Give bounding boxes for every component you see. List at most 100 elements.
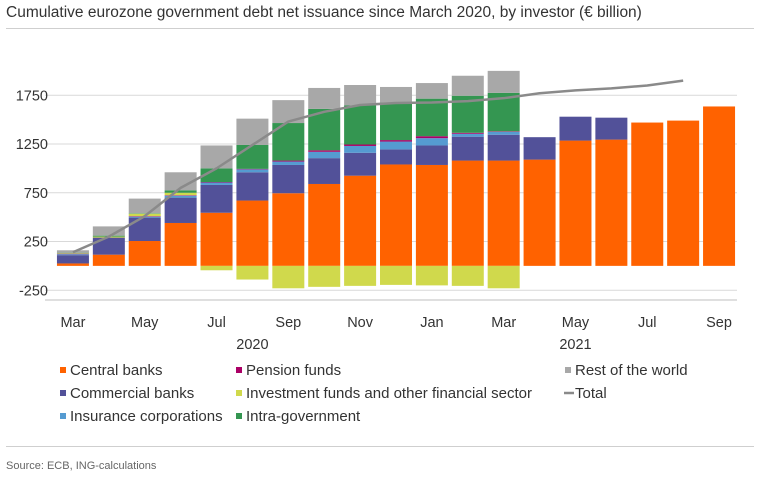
legend: Central banks Pension funds Rest of the wo…	[60, 362, 688, 425]
legend-label-commercial-banks: Commercial banks	[70, 385, 194, 402]
legend-marker-rest-of-the-world	[565, 367, 571, 373]
bar-rest-of-the-world	[344, 85, 377, 106]
bar-pension-funds	[487, 131, 520, 132]
bar-pension-funds	[200, 182, 233, 183]
source-note: Source: ECB, ING-calculations	[6, 460, 157, 472]
bar-central-banks	[595, 139, 628, 266]
bar-investment-funds-and-other-financial-sector	[415, 265, 448, 286]
bar-central-banks	[92, 254, 125, 266]
bar-central-banks	[272, 193, 305, 266]
y-axis: 1750 1250 750 250 -250	[16, 88, 48, 299]
legend-label-central-banks: Central banks	[70, 362, 163, 379]
bar-intra-government	[56, 252, 89, 254]
bar-rest-of-the-world	[92, 226, 125, 236]
bar-intra-government	[344, 105, 377, 145]
legend-label-total: Total	[575, 385, 607, 402]
x-tick-label: Jul	[207, 315, 226, 331]
x-tick-label: Mar	[491, 315, 516, 331]
bar-pension-funds	[56, 253, 89, 255]
bar-investment-funds-and-other-financial-sector	[487, 265, 520, 289]
bar-commercial-banks	[92, 237, 125, 255]
x-tick-label: Nov	[347, 315, 374, 331]
bar-commercial-banks	[308, 158, 341, 184]
x-tick-label: Sep	[275, 315, 301, 331]
bar-pension-funds	[415, 136, 448, 139]
bar-insurance-corporations	[451, 133, 484, 137]
bar-insurance-corporations	[56, 254, 89, 256]
bar-investment-funds-and-other-financial-sector	[308, 265, 341, 287]
legend-label-insurance-corporations: Insurance corporations	[70, 408, 223, 425]
legend-marker-insurance-corporations	[60, 413, 66, 419]
bar-insurance-corporations	[236, 169, 269, 173]
legend-marker-pension-funds	[236, 367, 242, 373]
x-year-label: 2020	[236, 337, 268, 353]
bar-commercial-banks	[487, 134, 520, 161]
bar-investment-funds-and-other-financial-sector	[164, 192, 197, 196]
bar-investment-funds-and-other-financial-sector	[236, 265, 269, 280]
legend-marker-commercial-banks	[60, 390, 66, 396]
bar-central-banks	[236, 200, 269, 266]
title-divider	[6, 28, 754, 29]
bar-commercial-banks	[380, 149, 412, 165]
x-axis: Mar May Jul Sep Nov Jan Mar May Jul Sep 2020 2021	[45, 299, 737, 353]
bar-commercial-banks	[451, 136, 484, 161]
bar-commercial-banks	[523, 137, 556, 160]
bar-commercial-banks	[595, 117, 628, 140]
bar-insurance-corporations	[380, 141, 412, 150]
bar-commercial-banks	[164, 197, 197, 223]
bar-pension-funds	[236, 168, 269, 170]
bar-intra-government	[236, 144, 269, 169]
bar-central-banks	[631, 122, 664, 266]
y-tick-label: 250	[24, 235, 48, 251]
bar-rest-of-the-world	[236, 118, 269, 145]
bar-central-banks	[487, 160, 520, 266]
bar-central-banks	[344, 175, 377, 266]
bar-intra-government	[380, 102, 412, 141]
bar-investment-funds-and-other-financial-sector	[272, 265, 305, 289]
y-tick-label: 1750	[16, 88, 48, 104]
bar-commercial-banks	[128, 217, 161, 242]
y-tick-label: 750	[24, 186, 48, 202]
bar-central-banks	[56, 263, 89, 266]
bar-insurance-corporations	[415, 138, 448, 146]
bar-commercial-banks	[415, 145, 448, 165]
bar-investment-funds-and-other-financial-sector	[56, 253, 89, 254]
bar-investment-funds-and-other-financial-sector	[200, 265, 233, 271]
bar-insurance-corporations	[344, 145, 377, 153]
bar-insurance-corporations	[164, 195, 197, 198]
bar-commercial-banks	[236, 172, 269, 201]
bar-investment-funds-and-other-financial-sector	[451, 265, 484, 286]
bar-intra-government	[164, 190, 197, 193]
bar-central-banks	[380, 164, 412, 266]
x-tick-label: May	[562, 315, 590, 331]
y-tick-label: 1250	[16, 137, 48, 153]
bar-rest-of-the-world	[380, 86, 412, 103]
x-tick-label: Jan	[420, 315, 443, 331]
x-tick-label: May	[131, 315, 159, 331]
bar-rest-of-the-world	[164, 172, 197, 191]
bar-stacks	[56, 70, 736, 289]
bar-rest-of-the-world	[200, 145, 233, 169]
x-tick-label: Mar	[60, 315, 85, 331]
bar-pension-funds	[451, 132, 484, 134]
bar-central-banks	[308, 183, 341, 266]
bar-central-banks	[451, 160, 484, 266]
y-tick-label: -250	[19, 283, 48, 299]
bar-commercial-banks	[56, 255, 89, 264]
source-divider	[6, 446, 754, 447]
chart-title: Cumulative eurozone government debt net …	[6, 4, 642, 21]
bar-insurance-corporations	[487, 131, 520, 135]
bar-rest-of-the-world	[308, 87, 341, 109]
bar-central-banks	[200, 212, 233, 266]
legend-label-intra-government: Intra-government	[246, 408, 361, 425]
bar-pension-funds	[344, 144, 377, 146]
legend-marker-intra-government	[236, 413, 242, 419]
bar-central-banks	[523, 159, 556, 266]
bar-commercial-banks	[272, 164, 305, 194]
bar-central-banks	[559, 140, 592, 266]
bar-rest-of-the-world	[487, 70, 520, 93]
x-tick-label: Sep	[706, 315, 732, 331]
bar-investment-funds-and-other-financial-sector	[344, 265, 377, 286]
bar-central-banks	[164, 222, 197, 266]
bar-rest-of-the-world	[451, 75, 484, 96]
